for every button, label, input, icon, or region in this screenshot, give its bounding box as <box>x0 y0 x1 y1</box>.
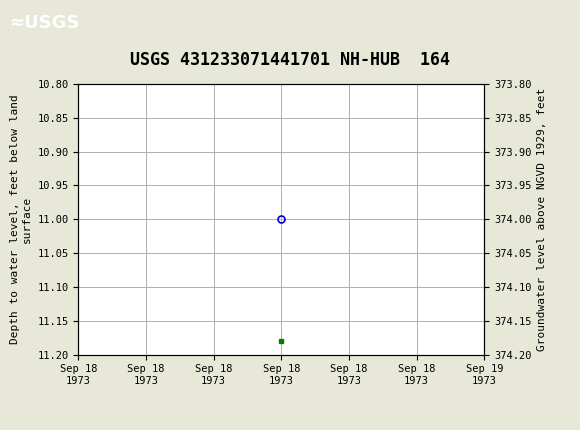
Y-axis label: Depth to water level, feet below land
surface: Depth to water level, feet below land su… <box>10 95 32 344</box>
Text: USGS 431233071441701 NH-HUB  164: USGS 431233071441701 NH-HUB 164 <box>130 51 450 69</box>
Text: ≈USGS: ≈USGS <box>9 14 79 31</box>
Y-axis label: Groundwater level above NGVD 1929, feet: Groundwater level above NGVD 1929, feet <box>537 88 547 351</box>
